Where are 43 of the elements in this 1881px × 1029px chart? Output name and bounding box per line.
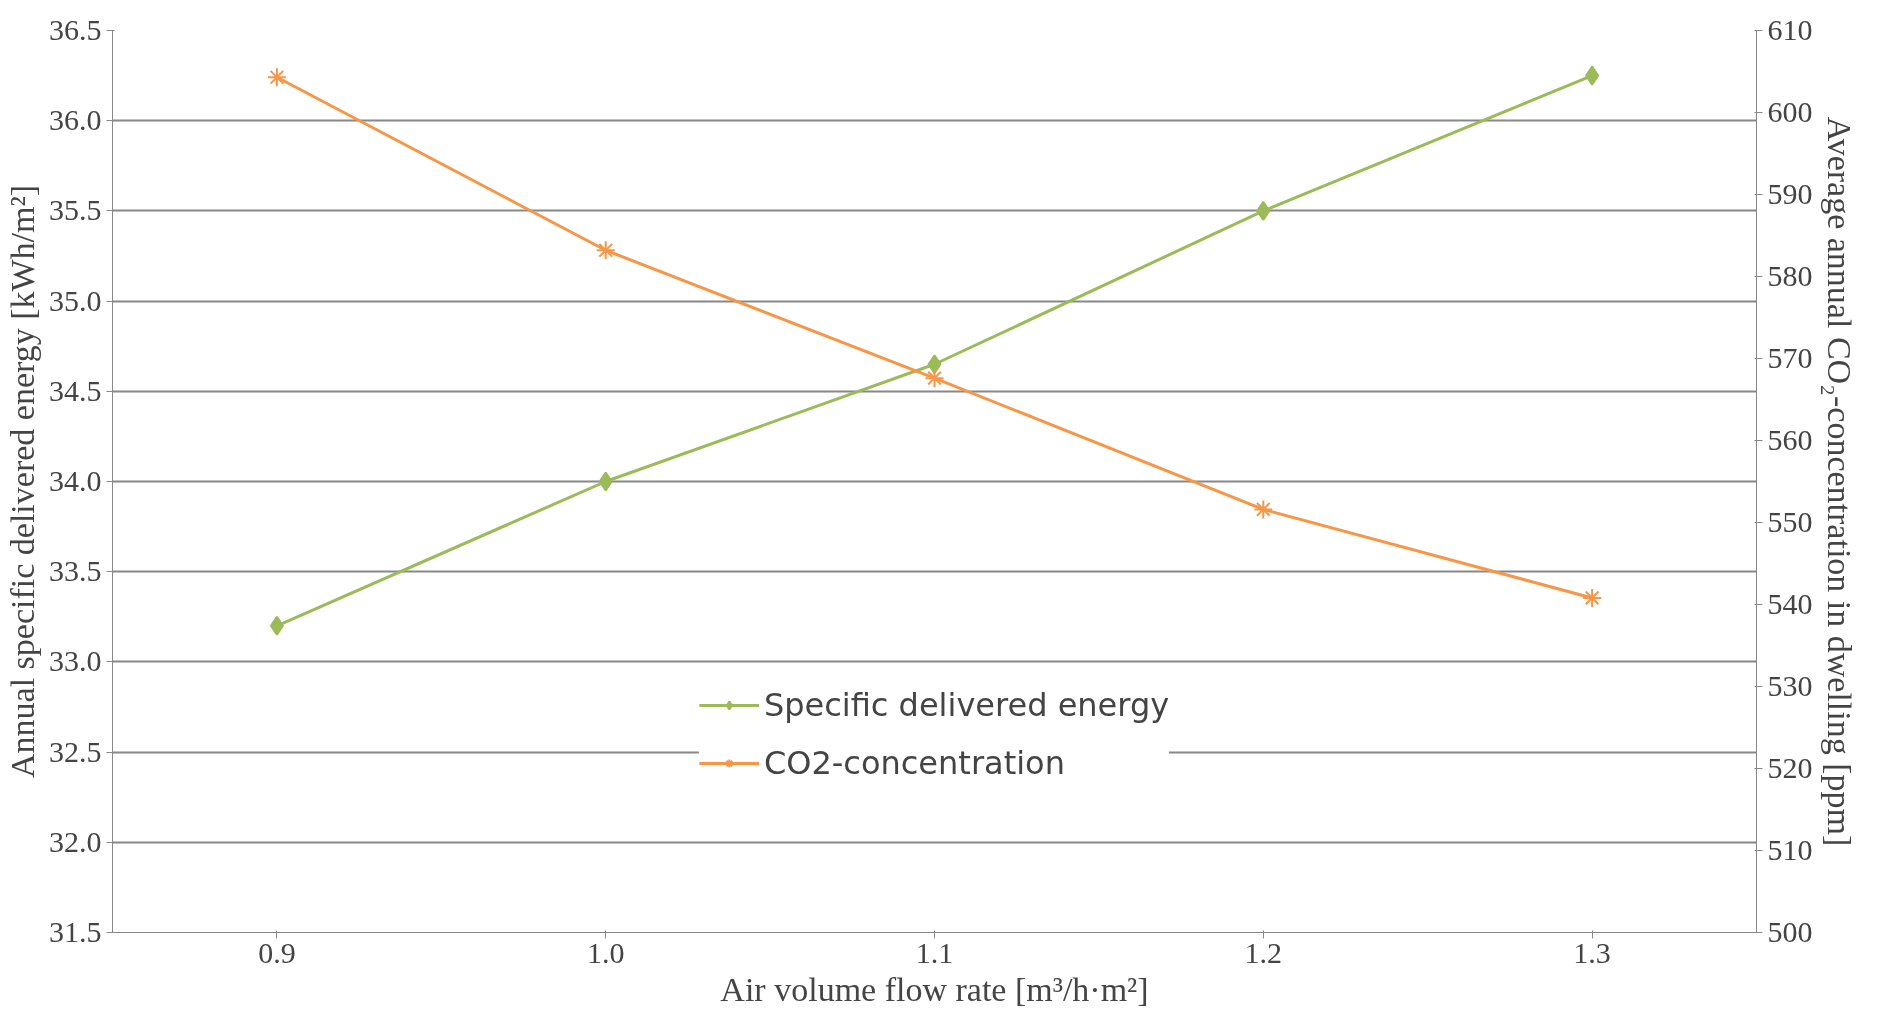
point [924, 368, 945, 389]
point [595, 240, 616, 261]
y-tick-label: 36.0 [49, 103, 102, 137]
y2-tick-label: 560 [1767, 423, 1813, 456]
y-tick-label: 33.5 [49, 554, 102, 588]
x-tick-label: 1.0 [586, 935, 625, 969]
y2-axis-title: Average annual CO₂-concentration in dwelling [ppm] [1820, 116, 1858, 847]
y-tick-label: 31.5 [49, 915, 102, 948]
y2-tick-label: 500 [1767, 915, 1813, 948]
y2-tick-label: 510 [1767, 833, 1813, 866]
legend-label: Specific delivered energy [763, 686, 1170, 724]
y-tick-label: 32.0 [49, 824, 102, 858]
point [1253, 499, 1274, 520]
y-axis-title: Annual specific delivered energy [kWh/m²] [4, 184, 41, 778]
y2-tick-label: 600 [1767, 95, 1813, 128]
y-tick-label: 32.5 [49, 734, 102, 768]
y-tick-label: 34.5 [49, 373, 102, 407]
point [1582, 587, 1603, 608]
y-tick-label: 34.0 [49, 464, 102, 497]
legend-label: CO2-concentration [763, 744, 1065, 782]
y2-tick-label: 520 [1767, 751, 1813, 784]
point [269, 615, 284, 636]
x-tick-label: 1.1 [915, 935, 954, 969]
y2-tick-label: 550 [1767, 505, 1813, 538]
point [1256, 200, 1271, 221]
x-tick-label: 1.2 [1244, 935, 1283, 969]
point [927, 354, 942, 375]
y2-tick-label: 580 [1767, 259, 1813, 292]
x-axis-title: Air volume flow rate [m³/h·m²] [720, 970, 1149, 1008]
y-tick-label: 35.0 [49, 283, 102, 317]
y2-tick-label: 610 [1767, 13, 1813, 46]
y2-tick-label: 540 [1767, 587, 1813, 620]
y-tick-label: 36.5 [49, 13, 102, 46]
x-tick-label: 0.9 [258, 935, 296, 969]
point [1585, 65, 1600, 86]
y2-tick-label: 590 [1767, 177, 1813, 210]
y2-tick-label: 530 [1767, 669, 1813, 702]
point [266, 67, 287, 88]
y2-tick-label: 570 [1767, 341, 1813, 374]
y-tick-label: 35.5 [49, 193, 102, 227]
x-tick-label: 1.3 [1573, 935, 1611, 969]
y-tick-label: 33.0 [49, 644, 102, 678]
point [598, 471, 613, 492]
